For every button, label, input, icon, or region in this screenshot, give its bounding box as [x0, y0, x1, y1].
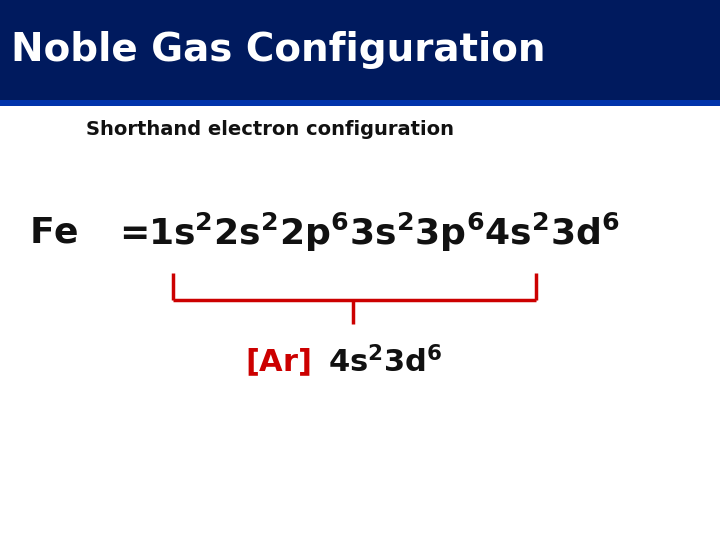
Text: $\mathbf{=}$: $\mathbf{=}$	[112, 215, 147, 249]
Text: $\mathbf{[Ar]}$: $\mathbf{[Ar]}$	[245, 346, 311, 377]
Text: $\mathbf{Fe}$: $\mathbf{Fe}$	[29, 215, 78, 249]
Text: Noble Gas Configuration: Noble Gas Configuration	[11, 31, 545, 69]
Text: $\mathbf{4s^23d^6}$: $\mathbf{4s^23d^6}$	[328, 346, 442, 378]
Text: $\mathbf{1s^22s^22p^63s^23p^64s^23d^6}$: $\mathbf{1s^22s^22p^63s^23p^64s^23d^6}$	[148, 211, 619, 254]
Bar	[0, 100, 720, 106]
Text: Shorthand electron configuration: Shorthand electron configuration	[86, 120, 454, 139]
Bar	[0, 0, 720, 100]
